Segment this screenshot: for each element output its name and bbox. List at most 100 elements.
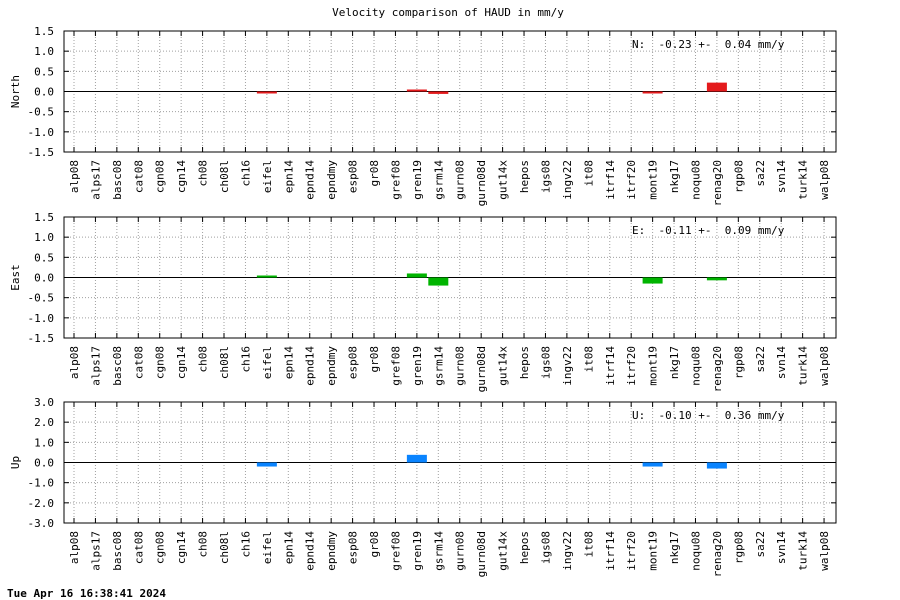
x-tick-label: alps17	[89, 160, 102, 200]
plot-frame	[63, 30, 837, 153]
x-tick-label: epnd14	[304, 160, 317, 200]
x-tick-label: eifel	[261, 160, 274, 193]
bar-gsrm14	[428, 277, 449, 286]
x-tick-label: noqu08	[689, 346, 702, 386]
x-tick-label: gref08	[389, 346, 402, 386]
x-tick-label: svn14	[775, 160, 788, 193]
y-axis-label: North	[9, 75, 22, 108]
bar-renag20	[706, 462, 727, 469]
x-tick-label: ch08	[197, 346, 210, 373]
x-tick-label: gren19	[411, 160, 424, 200]
plot-frame	[63, 401, 837, 524]
x-tick-label: gurn08d	[475, 346, 488, 392]
x-tick-label: igs08	[539, 531, 552, 564]
x-tick-label: cgn08	[154, 160, 167, 193]
x-tick-label: alp08	[68, 160, 81, 193]
chart-title: Velocity comparison of HAUD in mm/y	[332, 6, 564, 19]
x-tick-label: gr08	[368, 160, 381, 187]
x-tick-label: basc08	[111, 346, 124, 386]
y-tick-label: -1.0	[28, 477, 55, 490]
x-tick-label: esp08	[347, 531, 360, 564]
y-tick-label: 0.0	[34, 457, 54, 470]
x-tick-label: epn14	[282, 160, 295, 193]
x-tick-label: hepos	[518, 346, 531, 379]
x-tick-label: alps17	[89, 531, 102, 571]
x-tick-label: epnd14	[304, 346, 317, 386]
x-tick-label: sa22	[754, 531, 767, 558]
x-tick-label: hepos	[518, 531, 531, 564]
y-tick-label: 0.0	[34, 86, 54, 99]
x-tick-label: noqu08	[689, 531, 702, 571]
x-tick-label: sa22	[754, 346, 767, 373]
x-tick-label: ch16	[239, 531, 252, 558]
x-tick-label: hepos	[518, 160, 531, 193]
y-axis-label: Up	[9, 456, 22, 469]
x-tick-label: itrf20	[625, 531, 638, 571]
x-tick-label: nkg17	[668, 160, 681, 193]
bar-mont19	[642, 91, 663, 94]
y-tick-label: -1.0	[28, 126, 55, 139]
bar-mont19	[642, 277, 663, 284]
x-tick-label: igs08	[539, 346, 552, 379]
x-tick-label: nkg17	[668, 531, 681, 564]
x-tick-label: it08	[582, 346, 595, 373]
x-tick-label: ch08l	[218, 160, 231, 193]
x-tick-label: cat08	[132, 160, 145, 193]
x-tick-label: cgn14	[175, 346, 188, 379]
bar-eifel	[256, 275, 277, 278]
x-tick-label: mont19	[647, 531, 660, 571]
y-tick-label: -1.5	[28, 332, 55, 345]
bar-renag20	[706, 277, 727, 281]
x-tick-label: ch08l	[218, 531, 231, 564]
x-tick-label: epndmy	[325, 160, 338, 200]
x-tick-label: eifel	[261, 346, 274, 379]
x-tick-label: alp08	[68, 531, 81, 564]
y-tick-label: -3.0	[28, 517, 55, 530]
x-tick-label: cat08	[132, 346, 145, 379]
bar-gsrm14	[428, 91, 449, 94]
x-tick-label: gurn08	[454, 160, 467, 200]
y-axis-label: East	[9, 264, 22, 291]
x-tick-label: gref08	[389, 531, 402, 571]
x-tick-label: cgn08	[154, 346, 167, 379]
stats-annotation: E: -0.11 +- 0.09 mm/y	[632, 224, 785, 237]
x-tick-label: gr08	[368, 531, 381, 558]
x-tick-label: rgp08	[732, 531, 745, 564]
x-tick-label: gurn08d	[475, 160, 488, 206]
x-tick-label: epndmy	[325, 531, 338, 571]
x-tick-label: gren19	[411, 346, 424, 386]
y-tick-label: 0.5	[34, 251, 54, 264]
x-tick-label: svn14	[775, 531, 788, 564]
x-tick-label: gurn08d	[475, 531, 488, 577]
x-tick-label: mont19	[647, 160, 660, 200]
x-tick-label: itrf14	[604, 346, 617, 386]
y-tick-label: 3.0	[34, 396, 54, 409]
x-tick-label: rgp08	[732, 160, 745, 193]
stats-annotation: U: -0.10 +- 0.36 mm/y	[632, 409, 785, 422]
x-tick-label: epn14	[282, 346, 295, 379]
x-tick-label: gut14x	[497, 160, 510, 200]
x-tick-label: ch08	[197, 531, 210, 558]
y-tick-label: -2.0	[28, 497, 55, 510]
x-tick-label: turk14	[797, 346, 810, 386]
x-tick-label: cat08	[132, 531, 145, 564]
y-tick-label: -0.5	[28, 106, 55, 119]
y-tick-label: 1.5	[34, 211, 54, 224]
bar-mont19	[642, 462, 663, 467]
bar-gren19	[406, 89, 427, 92]
x-tick-label: esp08	[347, 160, 360, 193]
y-tick-label: 1.0	[34, 436, 54, 449]
x-tick-label: ch16	[239, 346, 252, 373]
y-tick-label: -1.0	[28, 312, 55, 325]
y-tick-label: 1.0	[34, 45, 54, 58]
y-tick-label: 2.0	[34, 416, 54, 429]
x-tick-label: gsrm14	[432, 531, 445, 571]
x-tick-label: turk14	[797, 531, 810, 571]
bar-eifel	[256, 462, 277, 467]
x-tick-label: gurn08	[454, 531, 467, 571]
x-tick-label: renag20	[711, 346, 724, 392]
y-tick-label: 0.0	[34, 272, 54, 285]
panel-north: 1.5 1.0 0.5 0.0 -0.5 -1.0 -1.5 alp08 alps17 basc0…	[9, 25, 837, 206]
x-tick-label: gren19	[411, 531, 424, 571]
